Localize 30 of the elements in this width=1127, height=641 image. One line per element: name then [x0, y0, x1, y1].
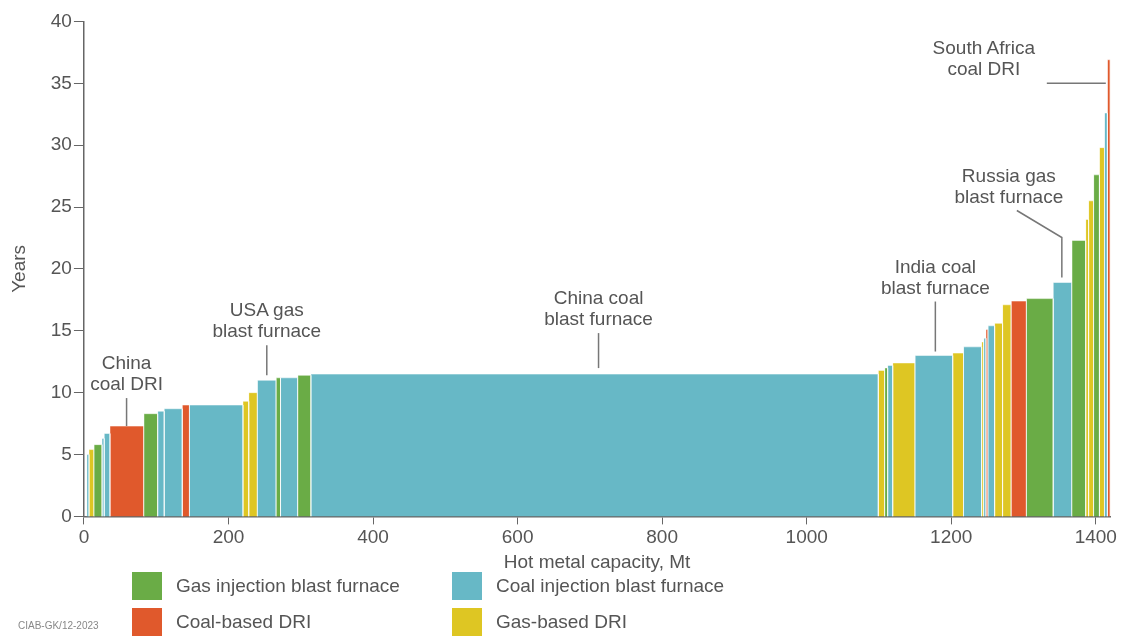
x-tick-label: 400: [357, 526, 389, 548]
legend-label: Gas-based DRI: [496, 611, 627, 633]
y-tick-label: 0: [61, 504, 72, 526]
annotation: China coal blast furnace: [544, 287, 653, 330]
annotation: South Africa coal DRI: [932, 37, 1036, 80]
y-axis-title: Years: [7, 244, 29, 293]
y-tick-label: 35: [50, 71, 72, 93]
legend-label: Coal-based DRI: [176, 611, 312, 633]
x-tick-label: 1200: [930, 526, 973, 548]
annotation: USA gas blast furnace: [212, 299, 322, 342]
annotation: India coal blast furnace: [880, 255, 990, 298]
legend-label: Coal injection blast furnace: [496, 575, 725, 597]
y-tick-label: 10: [50, 380, 72, 402]
y-tick-label: 30: [50, 133, 72, 155]
text: CIAB-GK/12-2023: [18, 620, 99, 631]
x-tick-label: 1000: [785, 526, 828, 548]
legend-label: Gas injection blast furnace: [176, 575, 400, 597]
x-axis-title: Hot metal capacity, Mt: [503, 550, 692, 572]
annotation: China coal DRI: [90, 352, 164, 395]
y-tick-label: 15: [50, 319, 72, 341]
x-tick-label: 800: [646, 526, 678, 548]
y-tick-label: 25: [50, 195, 72, 217]
annotation: Russia gas blast furnace: [954, 164, 1064, 207]
x-tick-label: 0: [78, 526, 90, 548]
x-tick-label: 200: [212, 526, 245, 548]
y-tick-label: 40: [50, 9, 72, 31]
x-tick-label: 600: [501, 526, 534, 548]
y-tick-label: 20: [50, 257, 72, 279]
x-tick-label: 1400: [1074, 526, 1117, 548]
y-tick-label: 5: [61, 442, 72, 464]
